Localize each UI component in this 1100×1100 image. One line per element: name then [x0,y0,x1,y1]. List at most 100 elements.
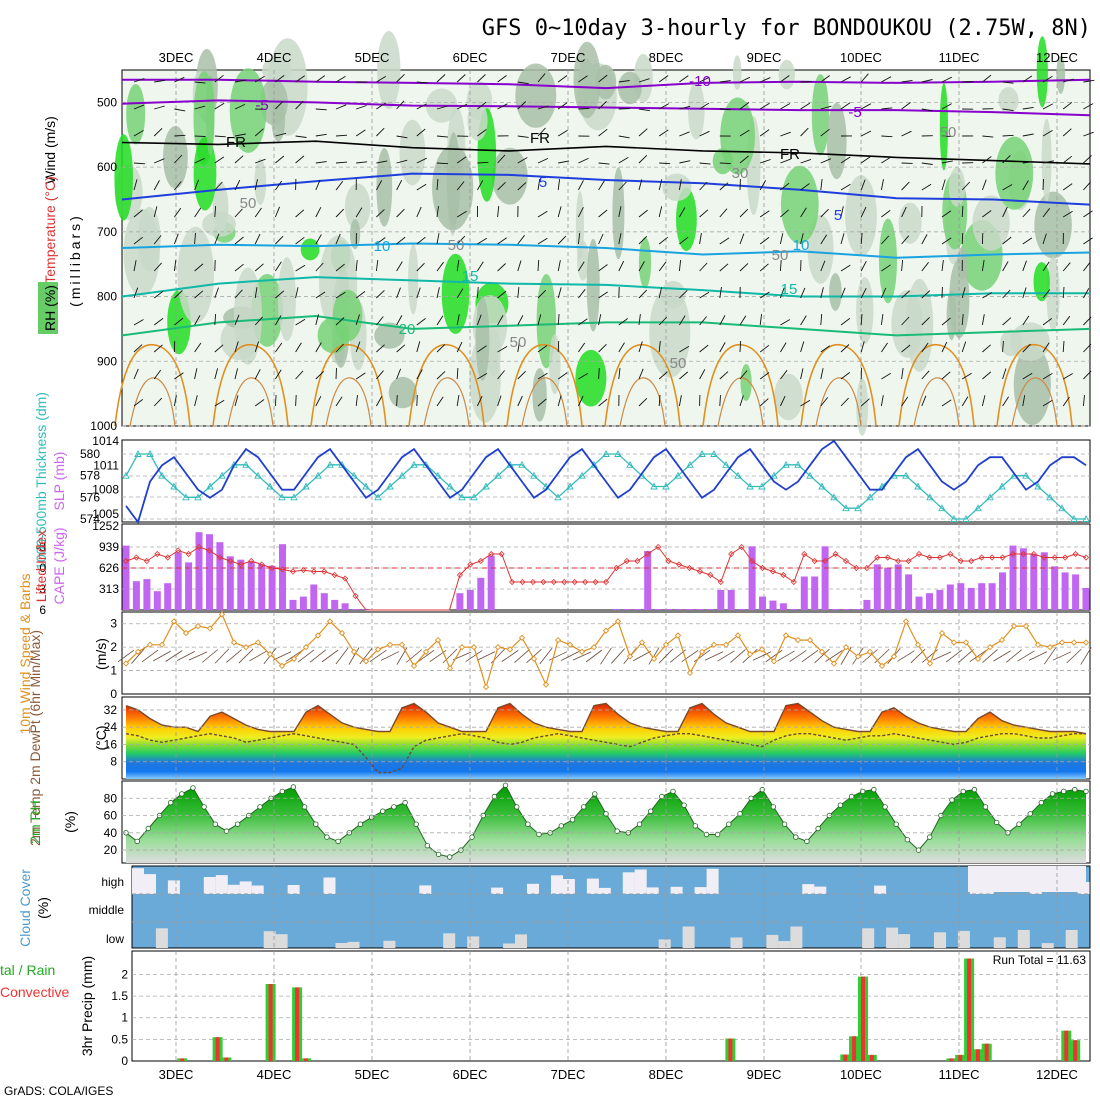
contour-label: -5 [255,97,268,114]
rh-shade [114,134,133,221]
wind-barb [1062,396,1070,407]
wind-barb [578,180,584,191]
wind-barb [759,291,770,299]
cloud-high-block [874,885,887,894]
precip-unit: 3hr Precip (mm) [79,956,95,1056]
wind-barb [618,206,622,218]
wind-barb [335,367,337,380]
wind-barb [1042,75,1053,83]
cape-bar [915,596,923,610]
rh-marker [301,804,308,810]
rh-marker [1038,799,1044,806]
wind-barb [133,104,145,110]
li-tick: -3 [35,540,46,554]
wind-barb [254,179,258,191]
wind-barb [234,79,246,83]
thickness-marker [398,471,406,479]
wind-barb [820,234,828,245]
wind-barb [860,130,872,137]
wind-barb [780,182,790,191]
contour-label: 15 [462,268,479,285]
wind-barb [719,315,726,326]
cape-tick: 313 [99,582,119,596]
precip-conv-bar [852,1036,857,1061]
wind-barb [880,395,884,407]
wind-barb [376,396,383,407]
wind-barb [598,264,608,272]
thickness-marker [566,482,574,490]
wind-marker [314,632,322,639]
rh-marker [804,838,810,845]
wind-marker [866,648,874,655]
wind-marker [962,639,970,646]
wind-marker [374,646,382,653]
li-marker [467,561,474,568]
wind-barb [820,75,830,83]
wind-barb [355,341,361,353]
wind-barb [1083,370,1092,380]
rh-shade [202,211,236,237]
cape-bar [320,593,328,610]
isotherm--5 [121,99,1091,117]
wind-barb [537,73,546,83]
lifted-index-markers [122,543,1090,600]
wind-barb [679,289,688,299]
wind-barb [981,395,986,407]
boundary-layer-contour [898,344,975,427]
thickness-marker [362,482,370,490]
wind-barb [1002,261,1009,272]
thickness-marker [446,482,454,490]
surface-wind-barb [897,650,915,662]
wind-marker [422,648,430,655]
wind-barb [275,369,282,380]
wind-barb [1042,130,1053,137]
temp-tick: 24 [104,720,118,734]
wind-barb [638,397,648,407]
wind-barb [557,102,568,110]
precip-conv-bar [975,1049,980,1061]
wind-barb [578,318,588,326]
wind-barb [335,208,345,218]
rh-shade [229,68,267,153]
wind-barb [578,75,588,83]
li-marker [832,550,839,558]
wind-marker [746,651,754,658]
wind-barb [901,396,909,407]
li-marker [519,578,526,586]
wind-barb [941,160,953,164]
wind-barb [456,395,460,407]
wind-barb [174,134,186,137]
wind-barb [476,286,479,299]
contour-label: 10 [374,238,391,255]
wind-barb [214,368,219,380]
wind-marker [506,646,514,653]
rh-shade [262,56,292,84]
thickness-marker [206,482,214,490]
boundary-layer-contour [702,344,779,427]
cape-bar [310,584,318,610]
wind-barb [275,235,284,245]
rh2m-unit: (%) [62,811,78,833]
wind-barb [880,179,884,191]
cloud-low-block [275,934,288,948]
li-marker [686,564,693,572]
wind-barb [1042,160,1054,164]
rh-shade [972,195,1010,251]
boundary-layer-contour [310,344,387,427]
surface-wind-barb [335,647,349,665]
cape-bar [748,546,756,610]
rh-shade [807,214,834,284]
wind-barb [921,234,928,245]
cape-bar [206,534,213,610]
rh-marker [994,819,1000,826]
rh-marker [960,788,966,795]
rh-area [126,785,1086,863]
wind-barb [517,395,523,407]
rh-marker [837,802,844,808]
wind-barb [537,179,541,191]
thickness-marker [350,471,358,479]
cape-bar [341,603,349,610]
li-marker [623,557,630,565]
wind-barb [376,180,383,191]
boundary-layer-contour [717,377,764,427]
